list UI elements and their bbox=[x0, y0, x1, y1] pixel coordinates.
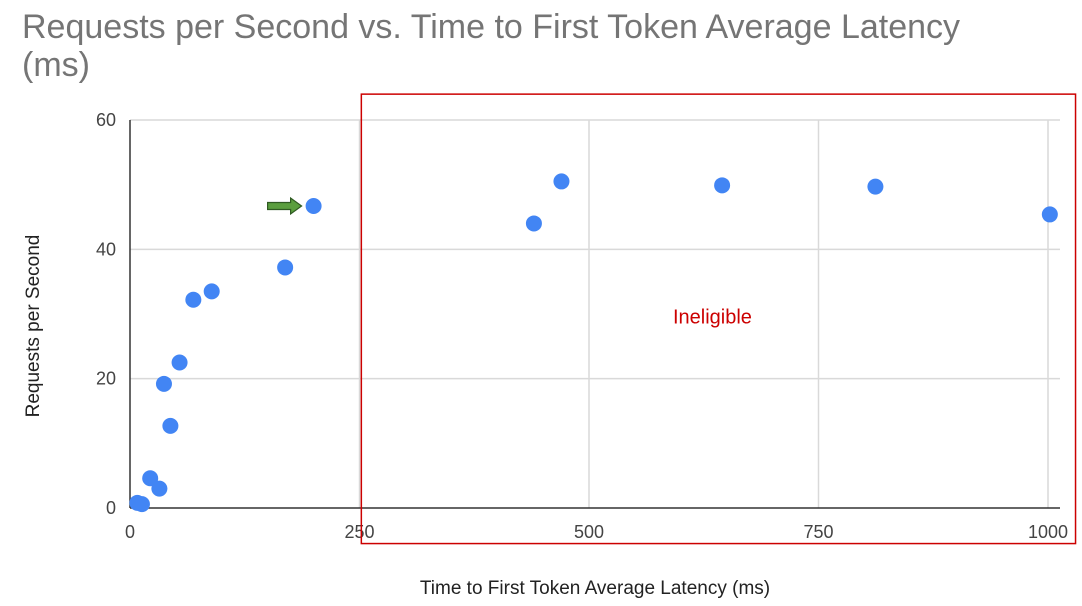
data-point bbox=[142, 470, 159, 487]
data-point bbox=[553, 173, 570, 190]
chart-title: Requests per Second vs. Time to First To… bbox=[22, 8, 961, 84]
data-point bbox=[525, 215, 542, 232]
y-tick-label: 20 bbox=[96, 369, 116, 389]
x-tick-label: 750 bbox=[803, 522, 833, 542]
y-tick-label: 0 bbox=[106, 498, 116, 518]
axes bbox=[129, 120, 1060, 509]
data-point bbox=[133, 496, 150, 513]
data-point bbox=[162, 417, 179, 434]
annotations: Ineligible bbox=[267, 93, 1077, 545]
data-points bbox=[129, 173, 1058, 513]
arrow-icon bbox=[267, 196, 303, 216]
x-tick-label: 500 bbox=[574, 522, 604, 542]
tick-labels: 0 20 40 60 0 250 500 750 1000 bbox=[96, 110, 1068, 542]
x-axis-title: Time to First Token Average Latency (ms) bbox=[420, 578, 770, 599]
y-tick-label: 60 bbox=[96, 110, 116, 130]
x-tick-label: 250 bbox=[344, 522, 374, 542]
ineligible-label: Ineligible bbox=[673, 307, 752, 329]
x-tick-label: 0 bbox=[125, 522, 135, 542]
data-point bbox=[151, 480, 168, 497]
x-tick-label: 1000 bbox=[1028, 522, 1068, 542]
y-axis-title: Requests per Second bbox=[23, 235, 44, 418]
y-tick-label: 40 bbox=[96, 239, 116, 259]
data-point bbox=[185, 291, 202, 308]
grid-lines bbox=[130, 119, 1060, 508]
data-point bbox=[277, 259, 294, 276]
data-point bbox=[714, 177, 731, 194]
data-point bbox=[867, 178, 884, 195]
data-point bbox=[203, 283, 220, 300]
data-point bbox=[155, 375, 172, 392]
data-point bbox=[171, 354, 188, 371]
ineligible-region bbox=[360, 93, 1077, 545]
data-point bbox=[305, 198, 322, 215]
data-point bbox=[1041, 206, 1058, 223]
